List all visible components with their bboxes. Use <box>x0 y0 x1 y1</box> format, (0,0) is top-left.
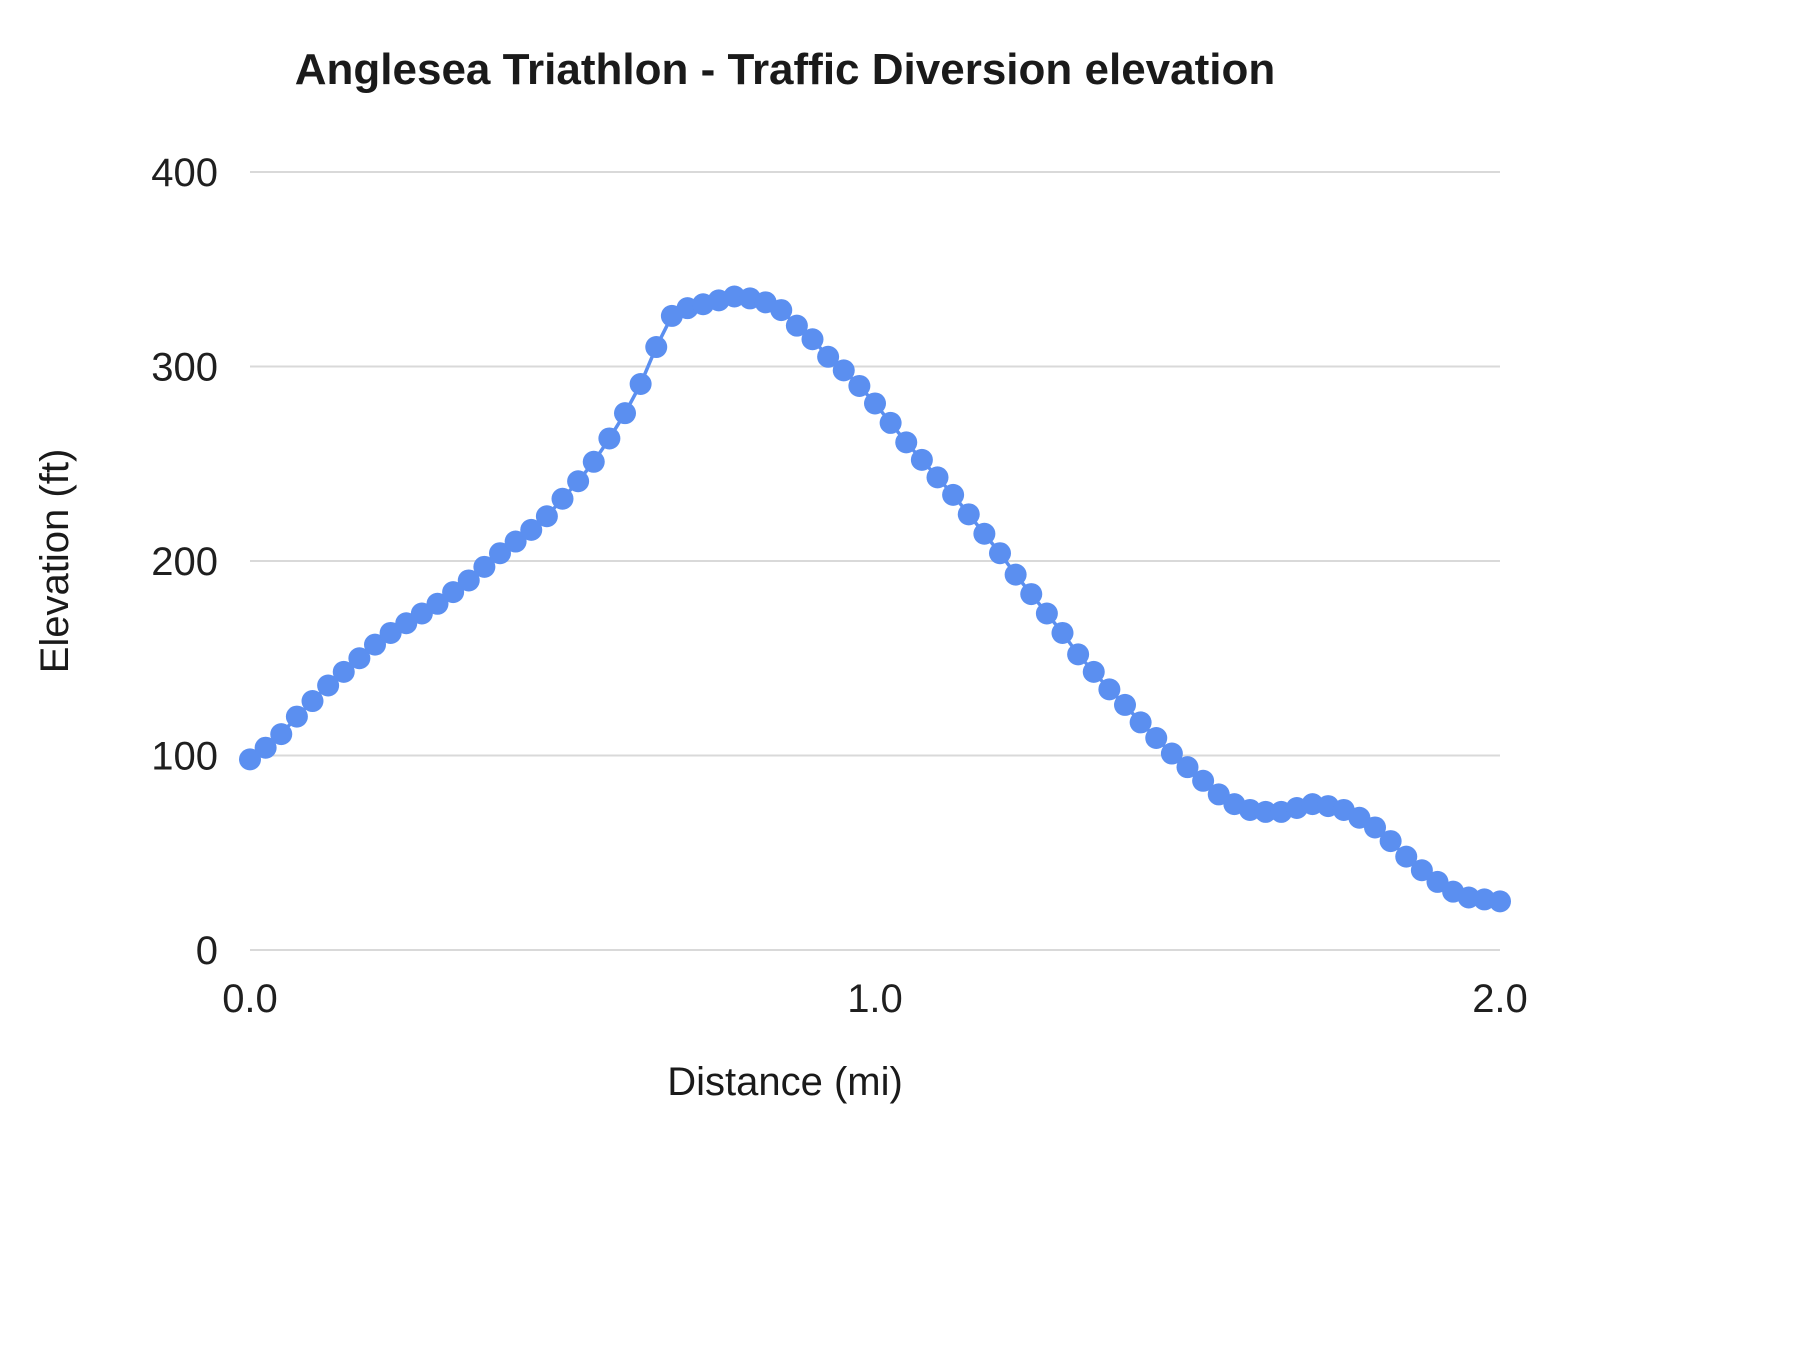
data-point <box>285 705 308 728</box>
data-point <box>614 402 636 425</box>
y-tick-label: 300 <box>151 346 218 390</box>
data-point <box>879 411 902 434</box>
data-point <box>504 530 527 553</box>
data-point <box>301 690 324 713</box>
data-point <box>270 723 293 746</box>
data-point <box>457 569 480 592</box>
y-tick-label: 0 <box>196 929 218 973</box>
data-point <box>442 581 465 604</box>
data-point <box>910 448 933 471</box>
elevation-series-group <box>239 285 1511 913</box>
data-point <box>426 592 449 615</box>
x-axis-label: Distance (mi) <box>667 1060 903 1104</box>
data-point <box>801 328 824 351</box>
data-point <box>1364 816 1386 839</box>
data-point <box>832 359 855 382</box>
data-point <box>926 466 949 489</box>
data-point <box>567 470 590 493</box>
data-point <box>1395 845 1418 868</box>
x-tick-label: 1.0 <box>847 977 903 1021</box>
data-point <box>1004 563 1027 586</box>
data-point <box>817 345 840 368</box>
data-point <box>989 542 1011 565</box>
data-point <box>1254 800 1277 823</box>
data-point <box>1176 756 1199 779</box>
data-point <box>582 450 605 473</box>
data-point <box>1145 726 1168 749</box>
gridlines-group <box>250 171 1500 951</box>
x-tick-label: 0.0 <box>222 977 278 1021</box>
data-point <box>520 518 543 541</box>
y-tick-labels-group: 0 100 200 300 400 <box>151 151 218 973</box>
data-point <box>239 748 261 771</box>
data-point <box>535 505 558 528</box>
data-point <box>489 542 511 565</box>
data-point <box>1020 583 1043 606</box>
data-point <box>317 674 340 697</box>
x-tick-label: 2.0 <box>1472 977 1528 1021</box>
data-point <box>785 314 808 337</box>
data-point <box>332 660 355 683</box>
data-point <box>973 522 996 545</box>
data-point <box>1410 859 1433 882</box>
data-point <box>551 487 574 510</box>
data-point <box>598 427 621 450</box>
data-point <box>364 633 386 656</box>
data-point <box>254 736 277 759</box>
data-point <box>1098 678 1121 701</box>
data-point <box>864 392 886 415</box>
y-tick-label: 100 <box>151 735 218 779</box>
data-point <box>957 503 980 526</box>
data-point <box>770 299 793 322</box>
data-point <box>473 555 496 578</box>
chart-title: Anglesea Triathlon - Traffic Diversion e… <box>295 45 1275 94</box>
data-point <box>1035 602 1058 625</box>
data-point <box>1067 643 1090 666</box>
y-tick-label: 400 <box>151 151 218 195</box>
data-point <box>629 373 652 396</box>
data-point <box>1489 890 1511 913</box>
data-point <box>1051 621 1074 644</box>
data-point <box>848 374 871 397</box>
data-point <box>1129 711 1152 734</box>
data-point <box>348 647 371 670</box>
data-point <box>645 336 668 359</box>
data-point <box>895 431 918 454</box>
data-point <box>942 483 965 506</box>
data-point <box>1379 830 1402 853</box>
y-axis-label: Elevation (ft) <box>33 449 77 674</box>
data-point <box>1160 742 1183 765</box>
data-point <box>1114 693 1136 716</box>
data-point <box>1192 769 1215 792</box>
data-point <box>1082 660 1105 683</box>
x-tick-labels-group: 0.0 1.0 2.0 <box>222 977 1528 1021</box>
y-tick-label: 200 <box>151 540 218 584</box>
